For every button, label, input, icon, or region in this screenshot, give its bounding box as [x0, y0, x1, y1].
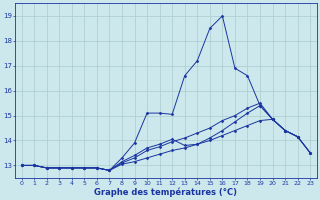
- X-axis label: Graphe des températures (°C): Graphe des températures (°C): [94, 187, 237, 197]
